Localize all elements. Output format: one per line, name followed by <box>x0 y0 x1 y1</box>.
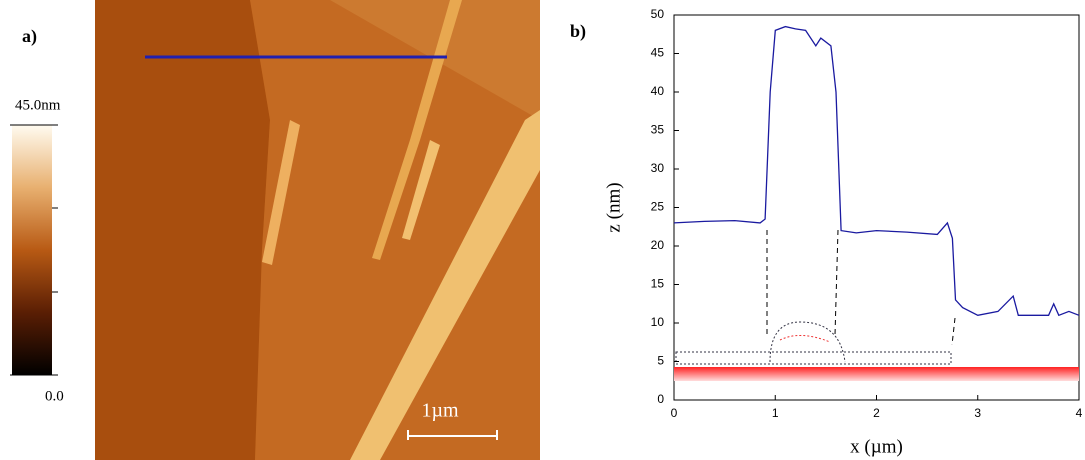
y-tick-label: 20 <box>651 238 665 252</box>
y-tick-label: 45 <box>651 46 665 60</box>
panel-label: a) <box>22 26 37 47</box>
y-tick-label: 35 <box>651 123 665 137</box>
afm-image <box>95 0 540 460</box>
panel-label: b) <box>570 21 586 42</box>
scale-bar <box>407 430 498 440</box>
dashed-guide <box>766 229 956 346</box>
y-tick-label: 5 <box>657 354 664 368</box>
colorbar-ticks <box>10 124 58 376</box>
data-line <box>673 25 1080 317</box>
substrate-band <box>674 367 1079 381</box>
y-tick-label: 15 <box>651 277 665 291</box>
x-tick-label: 4 <box>1076 406 1083 420</box>
y-tick-label: 40 <box>651 84 665 98</box>
x-tick-label: 0 <box>671 406 678 420</box>
scale-bar-label: 1µm <box>421 400 459 422</box>
x-tick-label: 1 <box>772 406 779 420</box>
molecule-sketch <box>675 321 952 365</box>
x-tick-label: 2 <box>873 406 880 420</box>
colorbar-min: 0.0 <box>45 388 64 404</box>
y-tick-label: 30 <box>651 161 665 175</box>
colorbar <box>12 125 52 375</box>
y-tick-label: 25 <box>651 200 665 214</box>
y-tick-label: 10 <box>651 315 665 329</box>
x-axis-label: x (µm) <box>850 436 903 457</box>
y-tick-label: 50 <box>651 7 665 21</box>
plot-frame <box>673 14 1080 401</box>
y-tick-label: 0 <box>657 392 664 406</box>
plot <box>673 14 1080 401</box>
y-axis-label: z (nm) <box>603 182 624 232</box>
colorbar-max: 45.0nm <box>15 97 61 113</box>
x-tick-label: 3 <box>974 406 981 420</box>
